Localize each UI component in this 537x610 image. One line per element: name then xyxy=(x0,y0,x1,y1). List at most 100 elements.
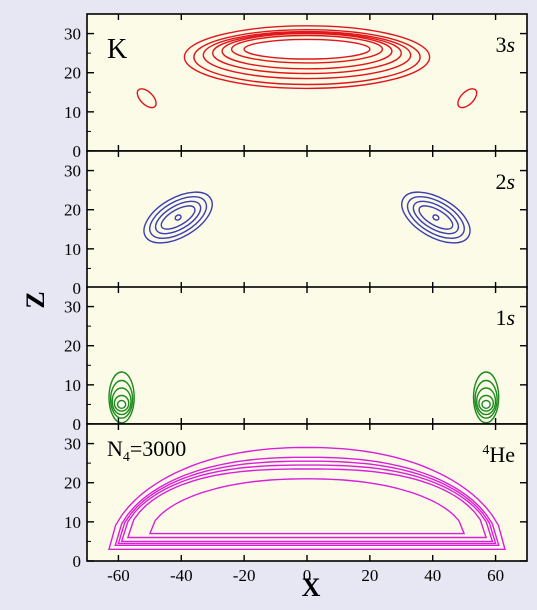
y-axis-label: Z xyxy=(21,291,50,308)
panel-left-label: K xyxy=(107,34,127,65)
state-number: 2 xyxy=(495,169,506,194)
y-tick-label: 30 xyxy=(64,25,81,44)
y-axis: 0 10 20 30 xyxy=(64,25,527,161)
state-label: 3s xyxy=(495,32,515,57)
panel-background xyxy=(87,287,527,424)
x-tick-label: 60 xyxy=(487,566,504,585)
panel-k-1s: 0 10 20 30 1s xyxy=(64,286,528,434)
contour-line-1 xyxy=(114,456,500,546)
contour-core-5 xyxy=(432,214,440,221)
contour-line-5 xyxy=(148,478,466,535)
y-axis: 0 10 20 30 xyxy=(64,435,527,571)
panel-k-3s: 0 10 20 30 3s K xyxy=(64,13,528,161)
contour-line-3 xyxy=(149,196,208,239)
y-tick-label: 20 xyxy=(64,474,81,493)
x-tick-label: 0 xyxy=(303,566,312,585)
contour-line-8 xyxy=(406,196,465,239)
panel-left-label: N4=3000 xyxy=(107,436,186,465)
y-tick-label: 10 xyxy=(64,240,81,259)
axis-labels: X Z xyxy=(21,291,321,602)
y-tick-label: 30 xyxy=(64,298,81,317)
x-ticks xyxy=(117,14,497,151)
isotope-mass: 4 xyxy=(482,443,489,458)
contour-line-3 xyxy=(211,31,403,75)
y-tick-label: 20 xyxy=(64,64,81,83)
contour-line-4 xyxy=(202,30,412,80)
x-tick-label: 40 xyxy=(424,566,441,585)
label-subscript: 4 xyxy=(123,450,130,465)
contour-line-6 xyxy=(478,394,494,412)
contour-group xyxy=(108,446,506,550)
panel-background xyxy=(87,151,527,288)
y-tick-label: 10 xyxy=(64,376,81,395)
y-tick-label: 0 xyxy=(73,142,82,161)
contour-line-1 xyxy=(113,394,130,412)
contour-group xyxy=(143,191,471,244)
state-letter: s xyxy=(506,305,515,330)
y-tick-label: 0 xyxy=(73,415,82,434)
y-axis: 0 10 20 30 xyxy=(64,162,527,298)
contour-line-8 xyxy=(474,379,498,419)
contour-line-3 xyxy=(120,464,494,543)
contour-group xyxy=(108,371,500,424)
y-tick-label: 30 xyxy=(64,162,81,181)
x-tick-label: 20 xyxy=(361,566,378,585)
contour-core-0 xyxy=(174,214,182,221)
x-ticks xyxy=(117,287,497,424)
y-tick-label: 0 xyxy=(73,552,82,571)
contour-line-6 xyxy=(183,25,431,90)
panel-k-2s: 0 10 20 30 2s xyxy=(64,150,528,298)
contour-line-3 xyxy=(109,379,134,419)
contour-core-0 xyxy=(243,38,371,60)
contour-line-2 xyxy=(117,460,497,545)
x-tick-label: -20 xyxy=(233,566,256,585)
y-axis: 0 10 20 30 xyxy=(64,298,527,434)
contour-line-2 xyxy=(221,32,393,70)
x-tick-label: -60 xyxy=(107,566,130,585)
contour-line-2 xyxy=(111,387,132,416)
y-tick-label: 20 xyxy=(64,337,81,356)
contour-line-4 xyxy=(143,191,213,244)
y-tick-label: 30 xyxy=(64,435,81,454)
state-label: 1s xyxy=(495,305,515,330)
contour-line-4 xyxy=(108,371,135,424)
isotope-symbol: He xyxy=(489,442,515,467)
label-base: N xyxy=(107,436,123,461)
y-tick-label: 0 xyxy=(73,279,82,298)
x-tick-labels: -60 -40 -20 0 20 40 60 xyxy=(107,566,504,585)
x-axis-label: X xyxy=(302,573,321,602)
contour-line-4 xyxy=(126,468,488,539)
contour-line-7 xyxy=(412,200,460,235)
contour-line-9 xyxy=(401,191,471,244)
label-value: =3000 xyxy=(130,436,186,461)
contour-core-5 xyxy=(481,399,491,410)
state-letter: s xyxy=(506,169,515,194)
state-label: 2s xyxy=(495,169,515,194)
y-tick-label: 10 xyxy=(64,103,81,122)
contour-line-9 xyxy=(472,371,500,424)
contour-line-5 xyxy=(193,28,421,86)
contour-core-0 xyxy=(116,399,127,410)
state-number: 3 xyxy=(495,32,506,57)
contour-line-6 xyxy=(418,205,454,230)
state-letter: s xyxy=(506,32,515,57)
contour-line-2 xyxy=(154,200,202,235)
x-ticks xyxy=(117,424,497,561)
contour-line-1 xyxy=(160,205,196,230)
state-label: 4He xyxy=(482,442,515,467)
contour-line-8 xyxy=(457,88,478,109)
panel-background xyxy=(87,14,527,151)
contour-group xyxy=(136,25,478,109)
state-number: 1 xyxy=(495,305,506,330)
x-tick-label: -40 xyxy=(170,566,193,585)
contour-line-7 xyxy=(476,387,497,416)
y-tick-label: 20 xyxy=(64,201,81,220)
contour-line-1 xyxy=(230,34,384,64)
y-tick-label: 10 xyxy=(64,513,81,532)
contour-line-0 xyxy=(108,446,506,550)
contour-line-7 xyxy=(136,88,157,109)
